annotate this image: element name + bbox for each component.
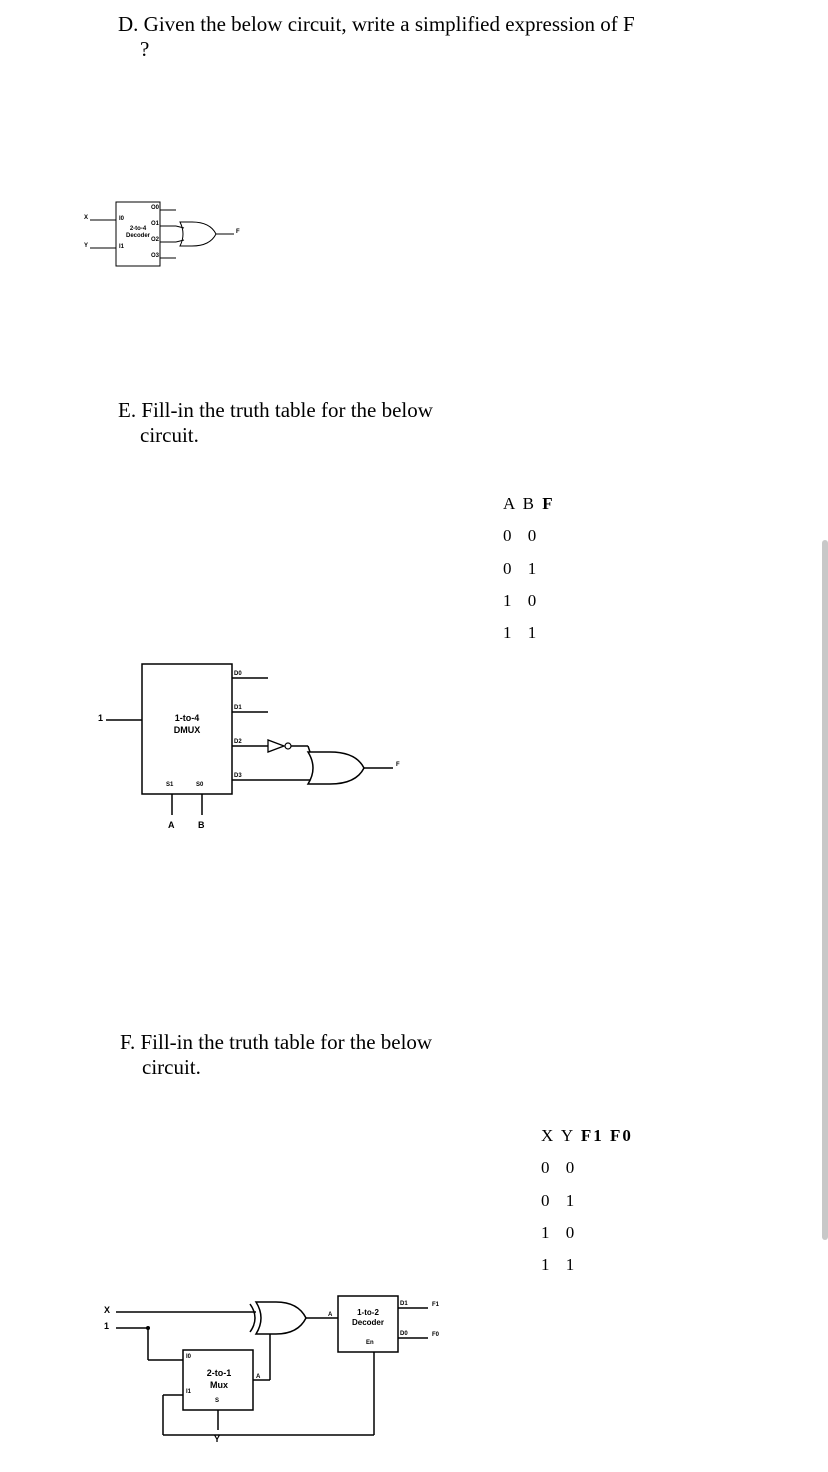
cell: 1 bbox=[503, 591, 518, 610]
cell: 0 bbox=[528, 526, 543, 545]
th-a: A bbox=[503, 494, 516, 513]
cell: 1 bbox=[528, 559, 543, 578]
e-sel-s0: S0 bbox=[196, 782, 203, 788]
question-f-text: F. Fill-in the truth table for the below bbox=[120, 1030, 432, 1054]
e-input-1: 1 bbox=[98, 713, 103, 723]
d-block-label: 2-to-4 Decoder bbox=[125, 226, 151, 240]
f-mux-i1: I1 bbox=[186, 1389, 191, 1395]
scrollbar-track[interactable] bbox=[822, 0, 828, 1472]
th-x: X bbox=[541, 1126, 555, 1145]
th-b: B bbox=[523, 494, 536, 513]
d-input-x: X bbox=[84, 215, 88, 221]
f-mux-i0: I0 bbox=[186, 1354, 191, 1360]
f-mux-y: Y bbox=[214, 1434, 220, 1444]
cell: 1 bbox=[566, 1255, 581, 1274]
d-pin-i1: I1 bbox=[119, 244, 124, 250]
diagram-d: X Y I0 I1 2-to-4 Decoder O0 O1 O2 O3 F bbox=[84, 190, 254, 280]
diagram-f: X 1 I0 I1 2-to-1 Mux S Y A A 1-to-2 Deco… bbox=[98, 1290, 478, 1460]
question-f-heading: F. Fill-in the truth table for the below… bbox=[120, 1030, 620, 1080]
f-input-x: X bbox=[104, 1305, 110, 1315]
table-f-row-1: 0 1 bbox=[541, 1185, 633, 1217]
table-f-row-2: 1 0 bbox=[541, 1217, 633, 1249]
cell: 0 bbox=[528, 591, 543, 610]
f-mux-label: 2-to-1 Mux bbox=[198, 1368, 240, 1391]
d-input-y: Y bbox=[84, 243, 88, 249]
cell: 1 bbox=[541, 1255, 556, 1274]
e-sel-b: B bbox=[198, 820, 205, 830]
cell: 0 bbox=[541, 1158, 556, 1177]
question-d-heading: D. Given the below circuit, write a simp… bbox=[118, 12, 678, 62]
f-dec-d1: D1 bbox=[400, 1301, 408, 1307]
d-out-o1: O1 bbox=[151, 221, 159, 227]
question-d-sub: ? bbox=[140, 37, 149, 61]
f-mux-out-a: A bbox=[256, 1374, 260, 1380]
d-out-o0: O0 bbox=[151, 205, 159, 211]
cell: 1 bbox=[566, 1191, 581, 1210]
e-block-label: 1-to-4 DMUX bbox=[166, 713, 208, 736]
e-sel-a: A bbox=[168, 820, 175, 830]
th-y: Y bbox=[561, 1126, 575, 1145]
f-mux-s: S bbox=[215, 1398, 219, 1404]
table-e-row-0: 0 0 bbox=[503, 520, 555, 552]
diagram-e: 1 1-to-4 DMUX D0 D1 D2 D3 S1 S0 A B F bbox=[98, 660, 418, 860]
question-e-text: E. Fill-in the truth table for the below bbox=[118, 398, 433, 422]
question-d-text: D. Given the below circuit, write a simp… bbox=[118, 12, 635, 36]
table-e-row-3: 1 1 bbox=[503, 617, 555, 649]
d-pin-i0: I0 bbox=[119, 216, 124, 222]
f-input-1: 1 bbox=[104, 1321, 109, 1331]
table-e-row-1: 0 1 bbox=[503, 553, 555, 585]
e-sel-s1: S1 bbox=[166, 782, 173, 788]
d-out-o2: O2 bbox=[151, 237, 159, 243]
e-out-d0: D0 bbox=[234, 671, 242, 677]
th-f: F bbox=[542, 494, 554, 513]
f-out-f1: F1 bbox=[432, 1302, 439, 1308]
table-f-row-0: 0 0 bbox=[541, 1152, 633, 1184]
f-dec-label: 1-to-2 Decoder bbox=[346, 1308, 390, 1329]
scrollbar-thumb[interactable] bbox=[822, 540, 828, 1240]
table-f-header: X Y F1 F0 bbox=[541, 1120, 633, 1152]
f-dec-d0: D0 bbox=[400, 1331, 408, 1337]
table-f-row-3: 1 1 bbox=[541, 1249, 633, 1281]
table-e-header: A B F bbox=[503, 488, 555, 520]
question-e-heading: E. Fill-in the truth table for the below… bbox=[118, 398, 618, 448]
th-f1: F1 bbox=[581, 1126, 604, 1145]
cell: 1 bbox=[541, 1223, 556, 1242]
truth-table-f: X Y F1 F0 0 0 0 1 1 0 1 1 bbox=[541, 1120, 633, 1281]
e-out-d3: D3 bbox=[234, 773, 242, 779]
cell: 0 bbox=[541, 1191, 556, 1210]
cell: 0 bbox=[503, 526, 518, 545]
cell: 1 bbox=[528, 623, 543, 642]
f-out-f0: F0 bbox=[432, 1332, 439, 1338]
e-output-f: F bbox=[396, 762, 400, 768]
e-out-d2: D2 bbox=[234, 739, 242, 745]
th-f0: F0 bbox=[610, 1126, 633, 1145]
truth-table-e: A B F 0 0 0 1 1 0 1 1 bbox=[503, 488, 555, 649]
cell: 0 bbox=[566, 1223, 581, 1242]
d-output-f: F bbox=[236, 229, 240, 235]
e-out-d1: D1 bbox=[234, 705, 242, 711]
cell: 0 bbox=[503, 559, 518, 578]
f-dec-in-a: A bbox=[328, 1312, 332, 1318]
f-dec-en: En bbox=[366, 1340, 374, 1346]
table-e-row-2: 1 0 bbox=[503, 585, 555, 617]
question-f-sub: circuit. bbox=[142, 1055, 201, 1079]
cell: 0 bbox=[566, 1158, 581, 1177]
cell: 1 bbox=[503, 623, 518, 642]
question-e-sub: circuit. bbox=[140, 423, 199, 447]
d-out-o3: O3 bbox=[151, 253, 159, 259]
